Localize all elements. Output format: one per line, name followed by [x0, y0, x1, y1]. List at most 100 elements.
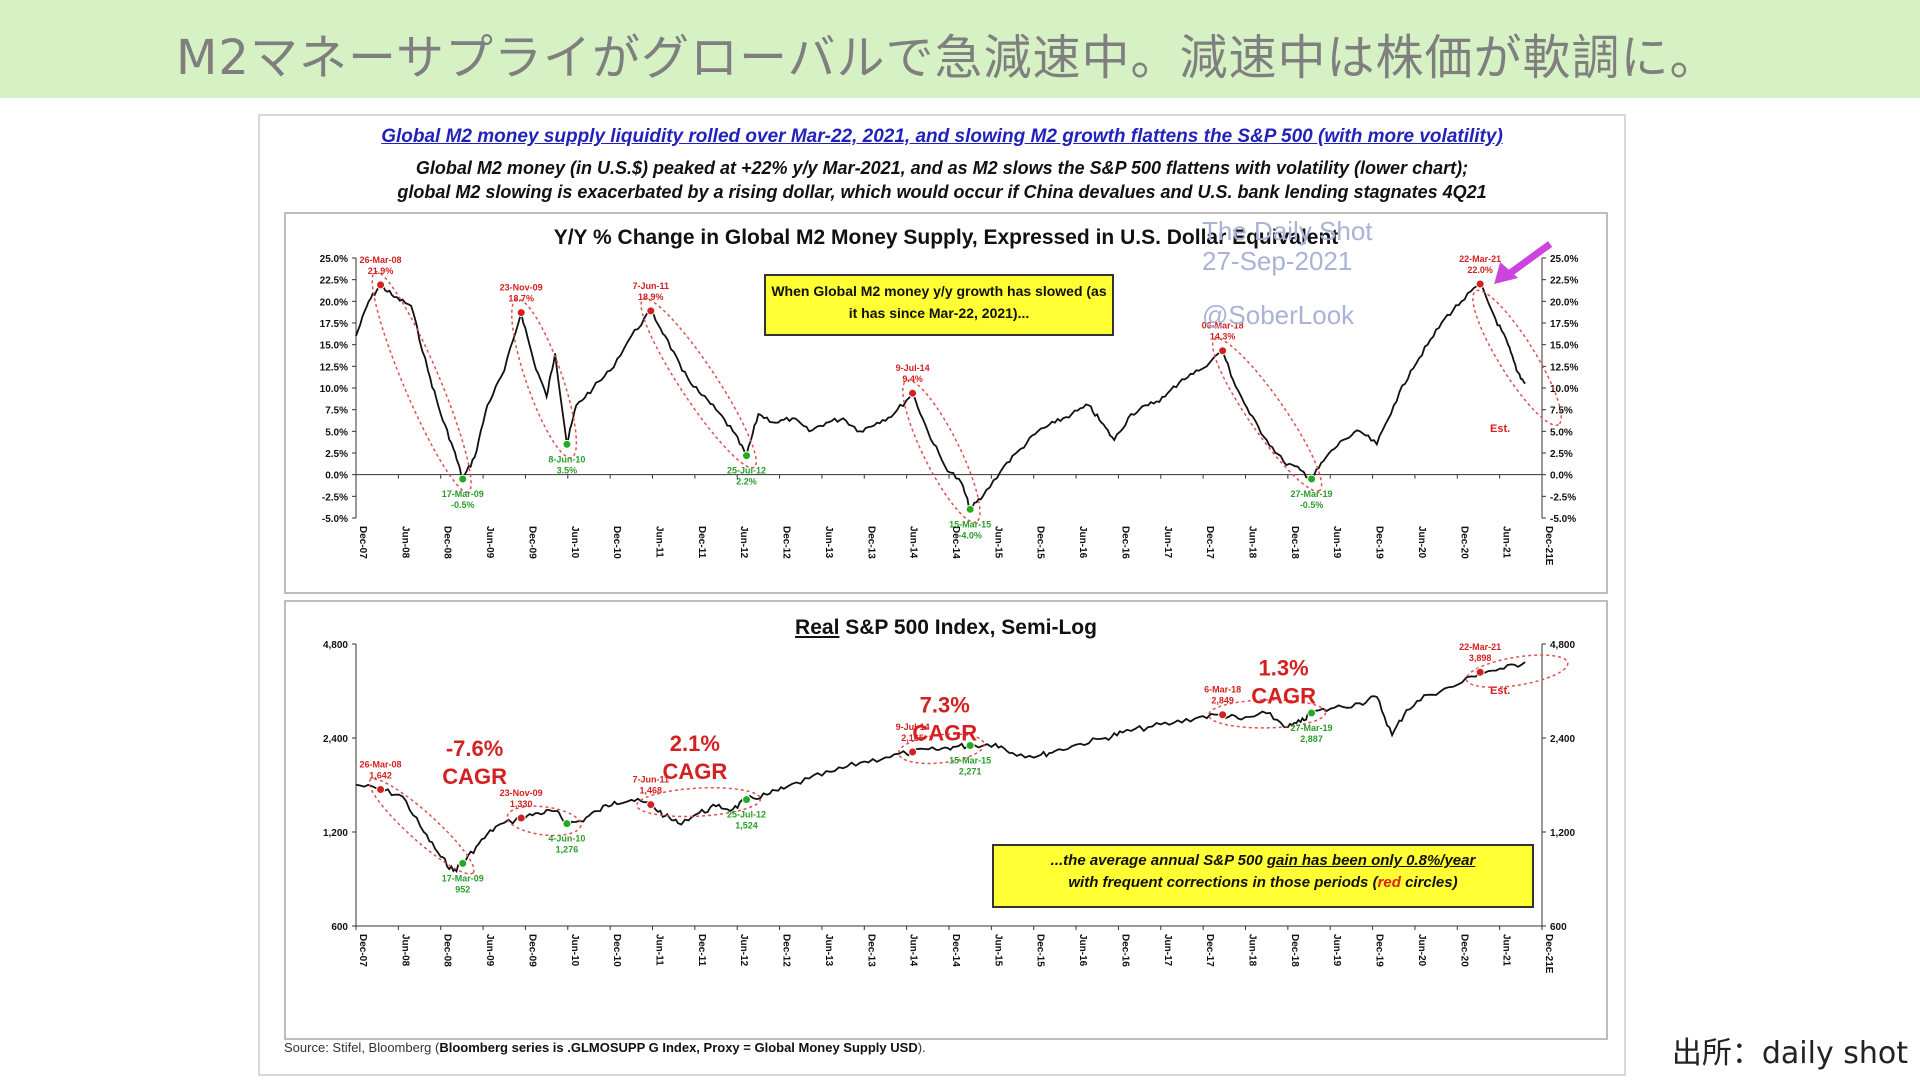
sp-x-tick-label: Dec-17	[1204, 934, 1215, 967]
m2-x-tick-label: Dec-21E	[1543, 526, 1554, 566]
m2-x-tick-label: Dec-18	[1289, 526, 1300, 559]
sp-x-tick-label: Dec-07	[357, 934, 368, 967]
sp-x-tick-label: Dec-09	[526, 934, 537, 967]
sp-y-tick-label-right: 600	[1550, 922, 1567, 933]
sp-x-tick-label: Jun-13	[823, 934, 834, 967]
sp-annotation-date: 7-Jun-11	[633, 775, 670, 785]
m2-y-tick-label-right: 2.5%	[1550, 449, 1573, 460]
m2-peak-marker	[1475, 279, 1485, 289]
m2-x-tick-label: Dec-14	[950, 526, 961, 559]
sp-peak-marker	[1475, 667, 1485, 677]
sp-x-tick-label: Jun-16	[1077, 934, 1088, 967]
m2-annotation-date: 17-Mar-09	[442, 489, 484, 499]
m2-y-tick-label: 17.5%	[320, 319, 348, 330]
m2-est-label: Est.	[1490, 423, 1510, 435]
sp-trough-marker	[742, 795, 752, 805]
sp-peak-marker	[908, 747, 918, 757]
sp-x-tick-label: Dec-08	[442, 934, 453, 967]
banner: M2マネーサプライがグローバルで急減速中。減速中は株価が軟調に。	[0, 0, 1920, 98]
m2-correction-circle	[511, 298, 578, 459]
peak-arrow-head	[1494, 262, 1519, 284]
sp-annotation-value: 1,276	[556, 845, 579, 855]
chart-slide: Global M2 money supply liquidity rolled …	[258, 114, 1626, 1076]
m2-x-tick-label: Dec-09	[526, 526, 537, 559]
sp-x-tick-label: Dec-10	[611, 934, 622, 967]
sp-x-tick-label: Dec-11	[696, 934, 707, 967]
banner-title: M2マネーサプライがグローバルで急減速中。減速中は株価が軟調に。	[176, 30, 1719, 86]
m2-x-tick-label: Jun-20	[1416, 526, 1427, 559]
sp-annotation-date: 4-Jun-10	[548, 834, 585, 844]
m2-y-tick-label: 5.0%	[325, 427, 348, 438]
m2-annotation-value: 14.3%	[1210, 332, 1236, 342]
m2-x-tick-label: Dec-10	[611, 526, 622, 559]
m2-y-tick-label-right: -2.5%	[1550, 492, 1576, 503]
m2-peak-marker	[1218, 346, 1228, 356]
m2-y-tick-label: 10.0%	[320, 384, 348, 395]
m2-y-tick-label: 2.5%	[325, 449, 348, 460]
m2-panel: 25.0% 25.0% 22.5% 22.5% 20.0% 20.0% 17.5% 17.5%…	[284, 212, 1608, 594]
sp-y-tick-label-right: 2,400	[1550, 734, 1575, 745]
m2-x-tick-label: Jun-11	[654, 526, 665, 558]
m2-peak-marker	[646, 306, 656, 316]
m2-annotation-date: 8-Jun-10	[548, 454, 585, 464]
sp-correction-circle	[506, 805, 582, 837]
sp-annotation-value: 2,271	[959, 766, 982, 776]
m2-x-tick-label: Dec-08	[442, 526, 453, 559]
sp-annotation-value: 952	[455, 884, 470, 894]
m2-x-tick-label: Jun-10	[569, 526, 580, 559]
m2-annotation-value: 3.5%	[557, 465, 578, 475]
sp-y-tick-label: 600	[331, 922, 348, 933]
sp-cagr-pct: 1.3%	[1259, 656, 1309, 681]
callout-text-1: ...the average annual S&P 500	[1050, 852, 1267, 869]
m2-x-tick-label: Jun-13	[823, 526, 834, 559]
m2-y-tick-label: 0.0%	[325, 471, 348, 482]
sp-annotation-date: 27-Mar-19	[1291, 723, 1333, 733]
sp-correction-circle	[368, 778, 475, 875]
m2-y-tick-label: 15.0%	[320, 341, 348, 352]
source-prefix: Source: Stifel, Bloomberg (	[284, 1040, 440, 1055]
sp-cagr-word: CAGR	[1251, 684, 1316, 709]
m2-y-tick-label: 20.0%	[320, 297, 348, 308]
sp-annotation-value: 2,165	[901, 733, 924, 743]
m2-x-tick-label: Jun-16	[1077, 526, 1088, 559]
m2-peak-marker	[376, 280, 386, 290]
sp-annotation-value: 2,849	[1211, 696, 1234, 706]
m2-x-tick-label: Dec-20	[1458, 526, 1469, 559]
m2-y-tick-label: 25.0%	[320, 254, 348, 265]
callout-text-3: with frequent corrections in those perio…	[1068, 874, 1378, 891]
m2-chart: 25.0% 25.0% 22.5% 22.5% 20.0% 20.0% 17.5% 17.5%…	[320, 241, 1578, 566]
m2-annotation-value: 2.2%	[736, 477, 757, 487]
sp-peak-marker	[376, 784, 386, 794]
sp-annotation-date: 6-Mar-18	[1204, 685, 1241, 695]
slide-subhead: Global M2 money (in U.S.$) peaked at +22…	[260, 156, 1624, 204]
sp-trough-marker	[562, 819, 572, 829]
sp-trough-marker	[1307, 708, 1317, 718]
sp-annotation-value: 3,898	[1469, 653, 1492, 663]
sp500-panel: 4,800 4,800 2,400 2,400 1,200 1,200 600 600 Dec-…	[284, 600, 1608, 1040]
m2-trough-marker	[562, 439, 572, 449]
sp-x-tick-label: Dec-13	[865, 934, 876, 967]
watermark-handle: @SoberLook	[1202, 300, 1355, 330]
sp-y-tick-label: 4,800	[323, 640, 348, 651]
sp-annotation-date: 22-Mar-21	[1459, 642, 1501, 652]
sp-cagr-word: CAGR	[662, 759, 727, 784]
sp-trough-marker	[965, 740, 975, 750]
source-note: Source: Stifel, Bloomberg (Bloomberg ser…	[284, 1040, 926, 1055]
m2-trough-marker	[1307, 474, 1317, 484]
sp-annotation-date: 9-Jul-14	[896, 722, 930, 732]
m2-annotation-date: 27-Mar-19	[1291, 489, 1333, 499]
m2-annotation-date: 7-Jun-11	[633, 281, 670, 291]
sp-cagr-word: CAGR	[442, 764, 507, 789]
m2-y-tick-label-right: 20.0%	[1550, 297, 1578, 308]
sp-annotation-value: 1,468	[640, 786, 663, 796]
m2-y-tick-label-right: 25.0%	[1550, 254, 1578, 265]
sp-cagr-word: CAGR	[912, 720, 977, 745]
sp-annotation-date: 26-Mar-08	[360, 759, 402, 769]
m2-y-tick-label-right: -5.0%	[1550, 514, 1576, 525]
sp-y-tick-label: 1,200	[323, 828, 348, 839]
m2-x-tick-label: Dec-13	[865, 526, 876, 559]
sp-y-tick-label-right: 4,800	[1550, 640, 1575, 651]
m2-annotation-date: 23-Nov-09	[500, 283, 543, 293]
sp-x-tick-label: Jun-18	[1247, 934, 1258, 967]
sp-annotation-date: 23-Nov-09	[500, 788, 543, 798]
